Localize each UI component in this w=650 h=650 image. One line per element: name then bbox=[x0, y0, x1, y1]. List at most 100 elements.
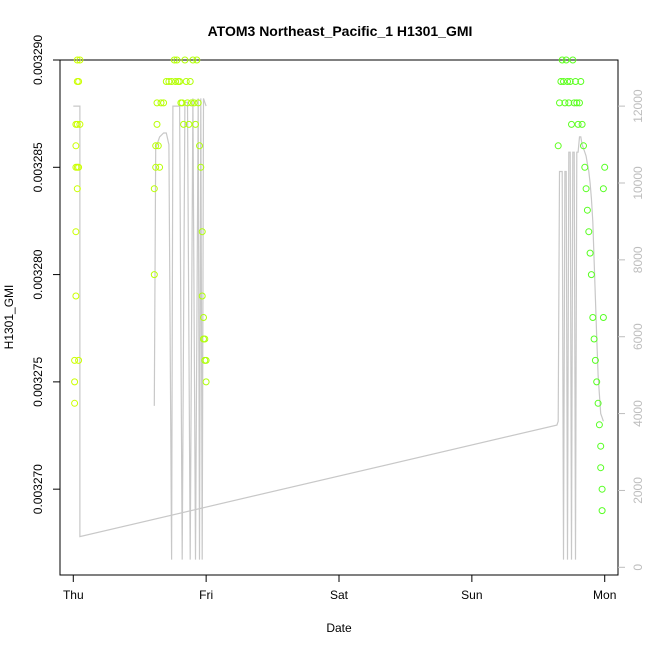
data-point bbox=[597, 464, 605, 472]
y-right-tick-label: 2000 bbox=[631, 477, 645, 504]
altitude-series-line bbox=[73, 105, 604, 560]
data-point bbox=[568, 120, 575, 128]
data-point bbox=[198, 228, 206, 236]
data-point bbox=[160, 99, 168, 107]
data-point bbox=[576, 99, 583, 107]
data-point bbox=[194, 99, 202, 107]
data-point bbox=[76, 56, 84, 64]
data-point bbox=[152, 142, 160, 150]
data-point bbox=[556, 99, 563, 107]
data-point bbox=[154, 142, 162, 150]
data-point bbox=[186, 78, 194, 85]
data-point bbox=[162, 78, 170, 85]
data-point bbox=[73, 185, 81, 193]
data-point bbox=[180, 120, 188, 128]
data-point bbox=[156, 163, 164, 171]
data-point bbox=[591, 356, 599, 364]
data-point bbox=[557, 78, 565, 85]
y-axis-right: 0 2000 4000 6000 8000 10000 12000 bbox=[618, 89, 645, 571]
data-point bbox=[587, 271, 595, 279]
data-point bbox=[589, 314, 597, 321]
data-point bbox=[200, 314, 207, 321]
y-axis-label: H1301_GMI bbox=[2, 285, 16, 350]
data-point bbox=[566, 78, 574, 85]
data-point bbox=[561, 99, 569, 107]
data-point bbox=[554, 142, 562, 150]
data-point bbox=[570, 99, 578, 107]
data-points bbox=[71, 56, 609, 515]
plot-frame bbox=[59, 59, 619, 576]
data-point bbox=[72, 228, 80, 236]
data-point bbox=[585, 228, 593, 236]
data-point bbox=[75, 356, 83, 364]
data-point bbox=[598, 485, 606, 493]
data-point bbox=[76, 120, 84, 128]
data-point bbox=[185, 120, 193, 128]
data-point bbox=[599, 314, 607, 321]
data-point bbox=[170, 56, 178, 64]
data-point bbox=[586, 249, 594, 257]
data-point bbox=[73, 120, 81, 128]
data-point bbox=[193, 56, 201, 64]
data-point bbox=[71, 356, 79, 364]
x-tick-label: Sun bbox=[461, 588, 482, 602]
data-point bbox=[153, 99, 161, 107]
x-tick-label: Sat bbox=[330, 588, 349, 602]
data-point bbox=[558, 56, 566, 64]
data-point bbox=[152, 163, 160, 171]
y-left-tick-label: 0.003275 bbox=[31, 357, 45, 407]
y-right-tick-label: 12000 bbox=[631, 89, 645, 123]
data-point bbox=[583, 206, 591, 214]
y-left-tick-label: 0.003290 bbox=[31, 35, 45, 85]
data-point bbox=[202, 378, 210, 386]
data-point bbox=[75, 78, 83, 85]
data-point bbox=[595, 421, 603, 429]
data-point bbox=[165, 78, 173, 85]
data-point bbox=[590, 335, 598, 343]
data-point bbox=[593, 378, 601, 386]
data-point bbox=[562, 56, 570, 64]
data-point bbox=[184, 99, 191, 107]
data-point bbox=[564, 78, 571, 85]
data-point bbox=[198, 292, 206, 300]
data-point bbox=[601, 163, 609, 171]
data-point bbox=[71, 378, 79, 386]
data-point bbox=[580, 142, 587, 150]
data-point bbox=[75, 163, 83, 171]
x-axis-label: Date bbox=[326, 621, 352, 635]
y-left-tick-label: 0.003280 bbox=[31, 249, 45, 299]
altitude-series-line bbox=[153, 98, 207, 560]
y-right-tick-label: 10000 bbox=[631, 166, 645, 200]
data-point bbox=[572, 78, 579, 85]
data-point bbox=[72, 292, 80, 300]
data-point bbox=[182, 78, 190, 85]
data-point bbox=[178, 99, 186, 107]
data-point bbox=[569, 56, 577, 64]
y-right-tick-label: 6000 bbox=[631, 323, 645, 350]
data-point bbox=[594, 399, 602, 407]
data-point bbox=[578, 120, 586, 128]
data-point bbox=[153, 120, 161, 128]
y-left-tick-label: 0.003270 bbox=[31, 464, 45, 514]
chart-title: ATOM3 Northeast_Pacific_1 H1301_GMI bbox=[208, 23, 473, 39]
data-point bbox=[190, 99, 198, 107]
data-point bbox=[168, 78, 176, 85]
data-point bbox=[598, 507, 606, 515]
data-point bbox=[157, 99, 165, 107]
data-point bbox=[72, 142, 80, 150]
y-right-tick-label: 4000 bbox=[631, 400, 645, 427]
data-point bbox=[189, 56, 197, 64]
data-point bbox=[577, 78, 585, 85]
data-point bbox=[73, 56, 81, 64]
data-point bbox=[188, 99, 195, 107]
data-point bbox=[150, 271, 158, 279]
y-right-tick-label: 0 bbox=[631, 564, 645, 571]
data-point bbox=[181, 56, 189, 64]
data-point bbox=[192, 120, 199, 128]
data-point bbox=[597, 442, 605, 450]
y-axis-left: 0.003270 0.003275 0.003280 0.003285 0.003290 bbox=[31, 35, 60, 514]
data-point bbox=[574, 120, 582, 128]
data-point bbox=[582, 185, 590, 193]
data-point bbox=[573, 99, 581, 107]
x-tick-label: Thu bbox=[63, 588, 84, 602]
